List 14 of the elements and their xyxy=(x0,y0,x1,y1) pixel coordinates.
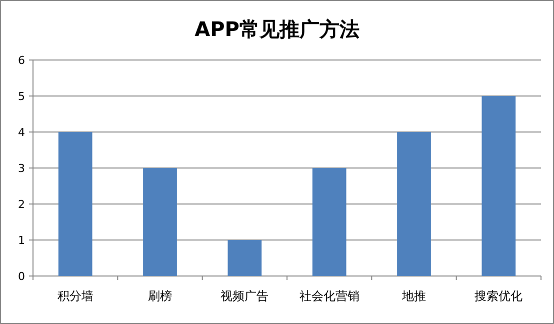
y-tick-label: 4 xyxy=(18,126,25,139)
x-tick-label: 地推 xyxy=(401,289,426,303)
y-tick-label: 3 xyxy=(18,162,25,175)
y-tick-label: 5 xyxy=(18,90,25,103)
x-tick-label: 刷榜 xyxy=(148,289,172,303)
y-tick-label: 0 xyxy=(18,270,25,283)
x-tick-label: 视频广告 xyxy=(220,289,269,303)
y-tick-label: 2 xyxy=(18,198,25,211)
chart-title: APP常见推广方法 xyxy=(194,17,360,41)
x-tick-label: 积分墙 xyxy=(57,289,94,303)
y-tick-label: 1 xyxy=(18,234,25,247)
x-tick-label: 社会化营销 xyxy=(299,289,360,303)
x-tick-label: 搜索优化 xyxy=(474,289,523,303)
y-tick-label: 6 xyxy=(18,54,25,67)
